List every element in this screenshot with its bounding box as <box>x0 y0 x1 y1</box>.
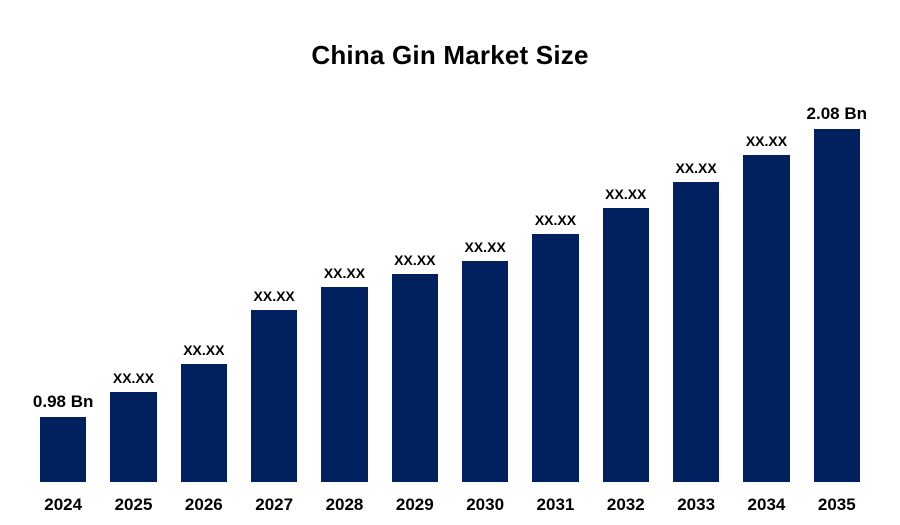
bar-column: XX.XX 2027 <box>239 289 309 513</box>
bar-column: XX.XX 2029 <box>380 253 450 513</box>
x-axis-label: 2027 <box>255 495 294 514</box>
bar-value-label: XX.XX <box>323 265 366 281</box>
bar-column: XX.XX 2030 <box>450 240 520 513</box>
bar-value-label: XX.XX <box>675 160 717 176</box>
bar-column: XX.XX 2031 <box>520 213 590 513</box>
bar-value-label: XX.XX <box>394 252 436 268</box>
bar <box>461 261 509 482</box>
bar-column: XX.XX 2032 <box>591 187 661 513</box>
bar-value-label: XX.XX <box>253 288 295 304</box>
bar-column: XX.XX 2033 <box>661 161 731 513</box>
bar-column: XX.XX 2025 <box>98 371 168 513</box>
bar <box>672 182 720 482</box>
bar <box>532 234 579 482</box>
chart-title: China Gin Market Size <box>311 40 589 70</box>
bar-value-label: XX.XX <box>464 239 506 255</box>
x-axis-label: 2030 <box>466 495 505 514</box>
bar-value-label: XX.XX <box>605 186 647 202</box>
bar-value-label: XX.XX <box>183 342 225 358</box>
bar <box>39 417 87 482</box>
bar <box>180 364 228 482</box>
bar <box>110 392 157 482</box>
bar <box>391 274 438 482</box>
bar <box>813 129 860 482</box>
x-axis-label: 2028 <box>325 495 364 514</box>
x-axis-label: 2031 <box>536 495 575 514</box>
bar-value-label: XX.XX <box>745 133 788 149</box>
x-axis-label: 2034 <box>747 495 786 514</box>
x-axis-label: 2026 <box>184 495 223 514</box>
bar-column: XX.XX 2034 <box>731 134 801 513</box>
bar-column: 0.98 Bn 2024 <box>28 393 98 513</box>
bar-column: XX.XX 2026 <box>169 343 239 513</box>
bar-value-label: 2.08 Bn <box>806 104 868 123</box>
x-axis-label: 2035 <box>817 495 856 514</box>
x-axis-label: 2024 <box>44 495 83 514</box>
bar <box>743 155 790 482</box>
plot-area: 0.98 Bn 2024 XX.XX 2025 XX.XX 2026 XX.XX 2027 XX… <box>0 105 900 525</box>
x-axis-label: 2033 <box>677 495 716 514</box>
bar-value-label: XX.XX <box>112 370 155 386</box>
x-axis-label: 2025 <box>114 495 153 514</box>
bar-value-label: 0.98 Bn <box>32 392 94 411</box>
bar <box>250 310 298 482</box>
bar <box>602 208 649 482</box>
bar-value-label: XX.XX <box>534 212 577 228</box>
x-axis-label: 2032 <box>606 495 645 514</box>
bar <box>321 287 368 482</box>
bar-column: 2.08 Bn 2035 <box>802 105 872 513</box>
bar-column: XX.XX 2028 <box>309 266 379 513</box>
x-axis-label: 2029 <box>395 495 434 514</box>
